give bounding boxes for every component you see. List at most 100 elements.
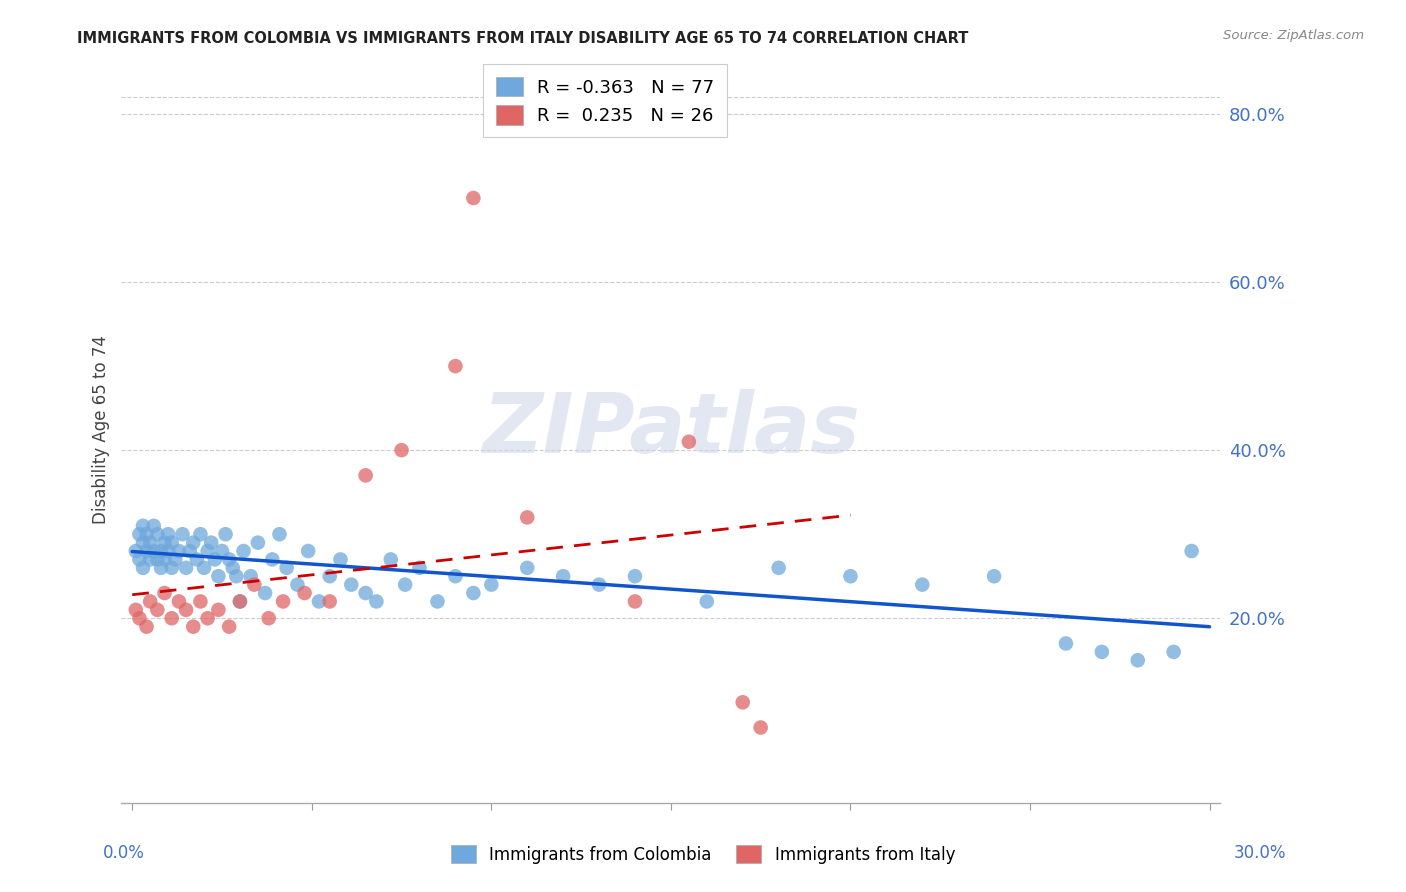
Point xyxy=(444,569,467,583)
Point xyxy=(239,569,262,583)
Point xyxy=(1181,544,1204,558)
Point xyxy=(149,544,172,558)
Point xyxy=(254,586,277,600)
Point xyxy=(167,544,190,558)
Point xyxy=(678,434,700,449)
Point xyxy=(319,594,342,608)
Point xyxy=(190,594,212,608)
Point xyxy=(354,586,377,600)
Point xyxy=(319,569,342,583)
Point xyxy=(1126,653,1149,667)
Point xyxy=(444,359,467,373)
Point xyxy=(1054,636,1077,650)
Point xyxy=(696,594,718,608)
Point xyxy=(246,535,269,549)
Point xyxy=(624,594,647,608)
Point xyxy=(380,552,402,566)
Text: 0.0%: 0.0% xyxy=(103,844,145,862)
Point xyxy=(394,577,416,591)
Point xyxy=(165,552,187,566)
Point xyxy=(276,561,298,575)
Point xyxy=(128,552,150,566)
Point xyxy=(624,569,647,583)
Point xyxy=(135,527,157,541)
Point xyxy=(197,611,219,625)
Point xyxy=(160,535,183,549)
Point xyxy=(204,552,226,566)
Point xyxy=(229,594,252,608)
Point xyxy=(132,535,155,549)
Point xyxy=(731,695,754,709)
Text: ZIPatlas: ZIPatlas xyxy=(482,389,860,470)
Point xyxy=(193,561,215,575)
Point xyxy=(146,552,169,566)
Point xyxy=(229,594,252,608)
Point xyxy=(125,603,148,617)
Point xyxy=(516,510,538,524)
Point xyxy=(839,569,862,583)
Point xyxy=(426,594,449,608)
Point xyxy=(1163,645,1185,659)
Point xyxy=(271,594,294,608)
Point xyxy=(243,577,266,591)
Point xyxy=(181,535,204,549)
Text: 30.0%: 30.0% xyxy=(1234,844,1286,862)
Point xyxy=(174,561,197,575)
Point xyxy=(391,443,413,458)
Text: Source: ZipAtlas.com: Source: ZipAtlas.com xyxy=(1223,29,1364,42)
Point xyxy=(153,552,176,566)
Point xyxy=(172,527,194,541)
Point xyxy=(768,561,790,575)
Point xyxy=(218,620,240,634)
Point xyxy=(179,544,201,558)
Point xyxy=(142,544,165,558)
Point xyxy=(262,552,284,566)
Point xyxy=(463,586,485,600)
Point xyxy=(207,569,229,583)
Point xyxy=(181,620,204,634)
Point xyxy=(142,518,165,533)
Point xyxy=(167,594,190,608)
Point xyxy=(553,569,575,583)
Point xyxy=(232,544,254,558)
Point xyxy=(174,603,197,617)
Point xyxy=(983,569,1005,583)
Point xyxy=(1091,645,1114,659)
Point xyxy=(197,544,219,558)
Point xyxy=(139,535,162,549)
Legend: R = -0.363   N = 77, R =  0.235   N = 26: R = -0.363 N = 77, R = 0.235 N = 26 xyxy=(484,64,727,137)
Point xyxy=(160,561,183,575)
Point xyxy=(128,527,150,541)
Point xyxy=(157,527,180,541)
Point xyxy=(749,721,772,735)
Point xyxy=(269,527,291,541)
Point xyxy=(222,561,245,575)
Point xyxy=(153,535,176,549)
Point xyxy=(911,577,934,591)
Point xyxy=(329,552,352,566)
Point xyxy=(366,594,388,608)
Point xyxy=(294,586,316,600)
Point xyxy=(139,552,162,566)
Point xyxy=(146,527,169,541)
Point xyxy=(207,603,229,617)
Y-axis label: Disability Age 65 to 74: Disability Age 65 to 74 xyxy=(93,334,110,524)
Point xyxy=(128,611,150,625)
Point xyxy=(211,544,233,558)
Point xyxy=(125,544,148,558)
Point xyxy=(257,611,280,625)
Point xyxy=(149,561,172,575)
Point xyxy=(214,527,236,541)
Text: IMMIGRANTS FROM COLOMBIA VS IMMIGRANTS FROM ITALY DISABILITY AGE 65 TO 74 CORREL: IMMIGRANTS FROM COLOMBIA VS IMMIGRANTS F… xyxy=(77,31,969,46)
Point xyxy=(218,552,240,566)
Point xyxy=(160,611,183,625)
Point xyxy=(225,569,247,583)
Point xyxy=(200,535,222,549)
Point xyxy=(190,527,212,541)
Point xyxy=(146,603,169,617)
Point xyxy=(588,577,610,591)
Point xyxy=(463,191,485,205)
Point xyxy=(308,594,330,608)
Point xyxy=(340,577,363,591)
Point xyxy=(135,620,157,634)
